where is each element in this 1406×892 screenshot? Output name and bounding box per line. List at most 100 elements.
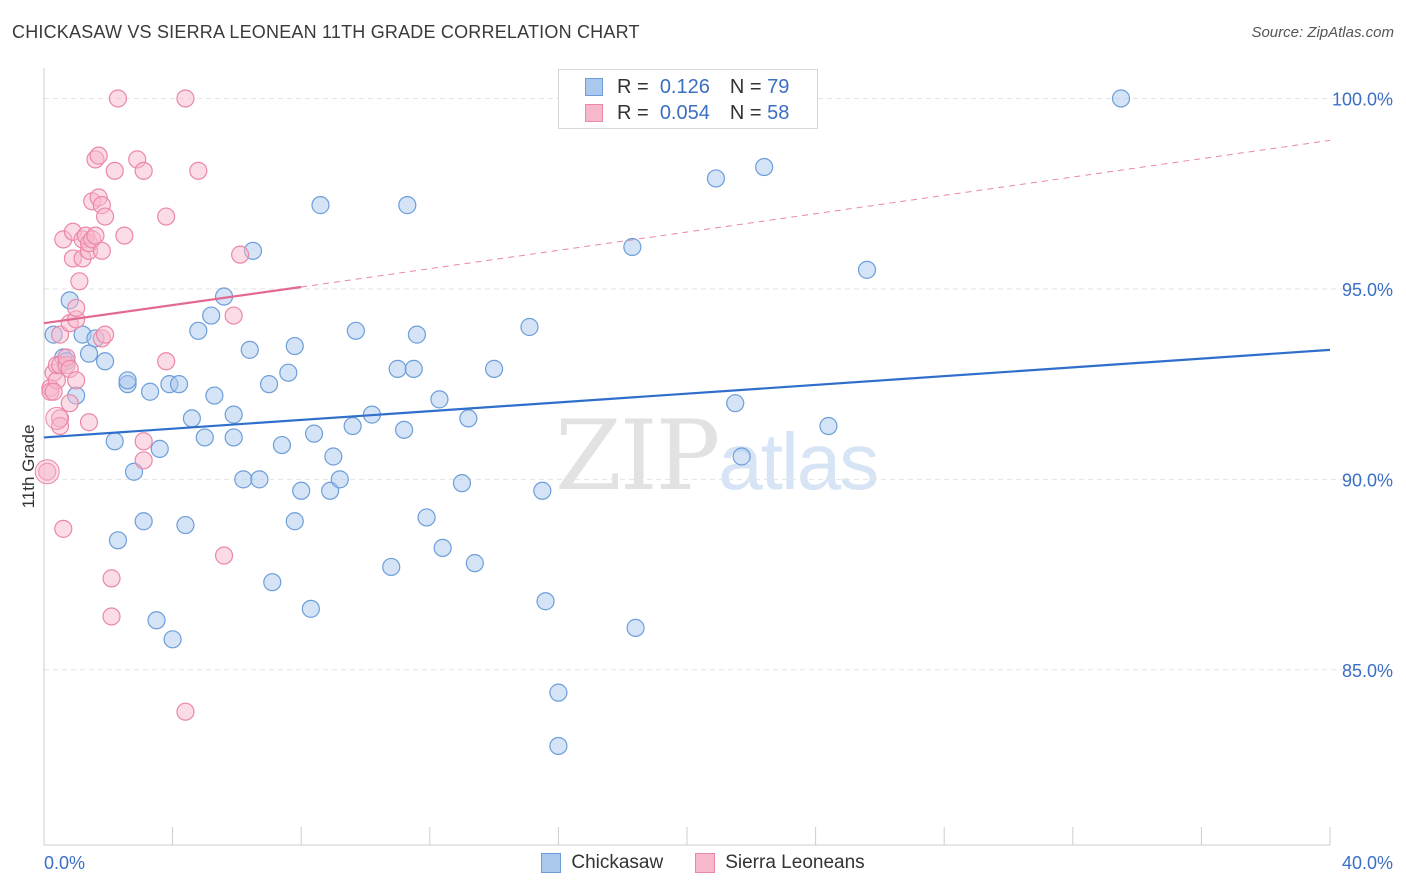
chickasaw-point xyxy=(163,630,182,649)
legend-item-sierra-leoneans: Sierra Leoneans xyxy=(695,852,865,874)
chickasaw-point xyxy=(234,470,253,489)
sierra-leonean-point xyxy=(115,226,134,245)
chart-title: CHICKASAW VS SIERRA LEONEAN 11TH GRADE C… xyxy=(12,22,640,42)
chickasaw-point xyxy=(285,336,304,356)
chickasaw-point xyxy=(819,416,838,436)
chickasaw-point xyxy=(398,196,417,215)
sierra-leonean-point xyxy=(79,413,99,432)
chickasaw-point xyxy=(404,359,423,378)
chickasaw-point xyxy=(259,375,279,394)
sierra-leonean-point xyxy=(95,325,115,344)
sierra-leonean-trend-line xyxy=(43,285,302,325)
y-tick-label-90: 90.0% xyxy=(1342,470,1393,490)
chickasaw-point xyxy=(857,260,877,279)
chickasaw-point xyxy=(224,428,243,447)
chickasaw-point xyxy=(150,439,169,458)
chickasaw-point xyxy=(626,618,645,637)
legend-label-sierra-leoneans: Sierra Leoneans xyxy=(725,852,865,873)
watermark: ZIPatlas xyxy=(555,400,879,512)
legend-r-label: R = xyxy=(617,75,649,98)
chickasaw-point xyxy=(382,557,401,577)
sierra-leonean-point xyxy=(92,241,111,260)
chickasaw-point xyxy=(224,405,243,424)
sierra-leonean-point xyxy=(134,161,153,180)
chickasaw-point xyxy=(417,508,436,527)
sierra-leonean-point xyxy=(105,161,124,180)
x-tick-label-min: 0.0% xyxy=(44,853,85,873)
watermark-zip: ZIP xyxy=(555,400,720,512)
sierra-leonean-trend-extension xyxy=(301,139,1331,288)
y-tick-label-100: 100.0% xyxy=(1332,89,1393,109)
chickasaw-point xyxy=(140,382,160,401)
sierra-leonean-point xyxy=(60,394,79,413)
legend-swatch-sierra-leoneans xyxy=(695,853,716,873)
sierra-leonean-point xyxy=(108,89,128,108)
chickasaw-point xyxy=(346,321,365,340)
legend-r-label: R = xyxy=(617,101,649,124)
sierra-leonean-point xyxy=(67,298,86,318)
sierra-leonean-point xyxy=(34,459,60,485)
sierra-leonean-point xyxy=(50,416,70,436)
chickasaw-point xyxy=(623,237,642,257)
chickasaw-point xyxy=(176,515,195,535)
trend-lines xyxy=(43,139,1331,439)
chickasaw-point xyxy=(394,420,414,439)
legend-label-chickasaw: Chickasaw xyxy=(571,852,664,873)
y-tick-label-85: 85.0% xyxy=(1342,661,1393,681)
sierra-leonean-point xyxy=(189,161,208,180)
legend-r-value: 0.126 xyxy=(659,75,710,98)
chickasaw-point xyxy=(324,447,343,466)
chickasaw-trend-line xyxy=(43,348,1331,439)
chickasaw-point xyxy=(1111,89,1131,108)
chickasaw-point xyxy=(285,512,304,531)
chickasaw-point xyxy=(195,428,214,447)
chickasaw-point xyxy=(169,375,189,394)
legend-row-chickasaw: R = 0.126 N = 79 xyxy=(585,74,789,100)
chickasaw-point xyxy=(311,196,330,215)
source-label: Source: ZipAtlas.com xyxy=(1251,24,1394,41)
sierra-leonean-point xyxy=(157,352,176,371)
axes xyxy=(43,68,1331,846)
legend-n-label: N = xyxy=(729,75,762,98)
chickasaw-point xyxy=(433,538,452,558)
legend-n-value: 58 xyxy=(767,101,790,124)
chickasaw-point xyxy=(706,169,726,188)
chickasaw-point xyxy=(240,340,259,359)
chickasaw-point xyxy=(304,424,324,443)
chickasaw-point xyxy=(95,352,115,371)
legend-r-value: 0.054 xyxy=(659,101,710,124)
chickasaw-point xyxy=(536,592,555,611)
correlation-legend: R = 0.126 N = 79 R = 0.054 N = 58 xyxy=(558,69,818,129)
chickasaw-point xyxy=(182,409,201,428)
chickasaw-point xyxy=(343,416,362,436)
sierra-leonean-point xyxy=(134,451,153,470)
chickasaw-point xyxy=(485,359,504,378)
chickasaw-point xyxy=(732,447,751,466)
sierra-leonean-point xyxy=(176,89,195,108)
chickasaw-point xyxy=(202,306,221,325)
sierra-leonean-point xyxy=(44,382,63,401)
x-tick-label-max: 40.0% xyxy=(1342,853,1393,873)
chickasaw-point xyxy=(520,317,539,337)
chickasaw-point xyxy=(108,531,128,550)
chickasaw-point xyxy=(452,474,472,493)
sierra-leonean-point xyxy=(224,306,243,325)
sierra-leonean-point xyxy=(89,146,108,165)
chickasaw-point xyxy=(301,599,320,618)
legend-swatch-sierra-leoneans xyxy=(585,104,603,122)
sierra-leonean-point xyxy=(157,207,176,226)
chickasaw-point xyxy=(549,736,568,756)
chickasaw-point xyxy=(250,470,269,489)
legend-swatch-chickasaw xyxy=(585,78,603,96)
chickasaw-point xyxy=(292,481,311,500)
sierra-leonean-point xyxy=(86,226,105,245)
chickasaw-point xyxy=(118,371,137,390)
chickasaw-point xyxy=(134,512,153,531)
chickasaw-point xyxy=(388,359,407,378)
chickasaw-point xyxy=(330,470,349,489)
sierra-leonean-point xyxy=(95,207,115,226)
chickasaw-point xyxy=(105,432,124,451)
sierra-leonean-point xyxy=(214,546,234,565)
chickasaw-point xyxy=(189,321,208,340)
